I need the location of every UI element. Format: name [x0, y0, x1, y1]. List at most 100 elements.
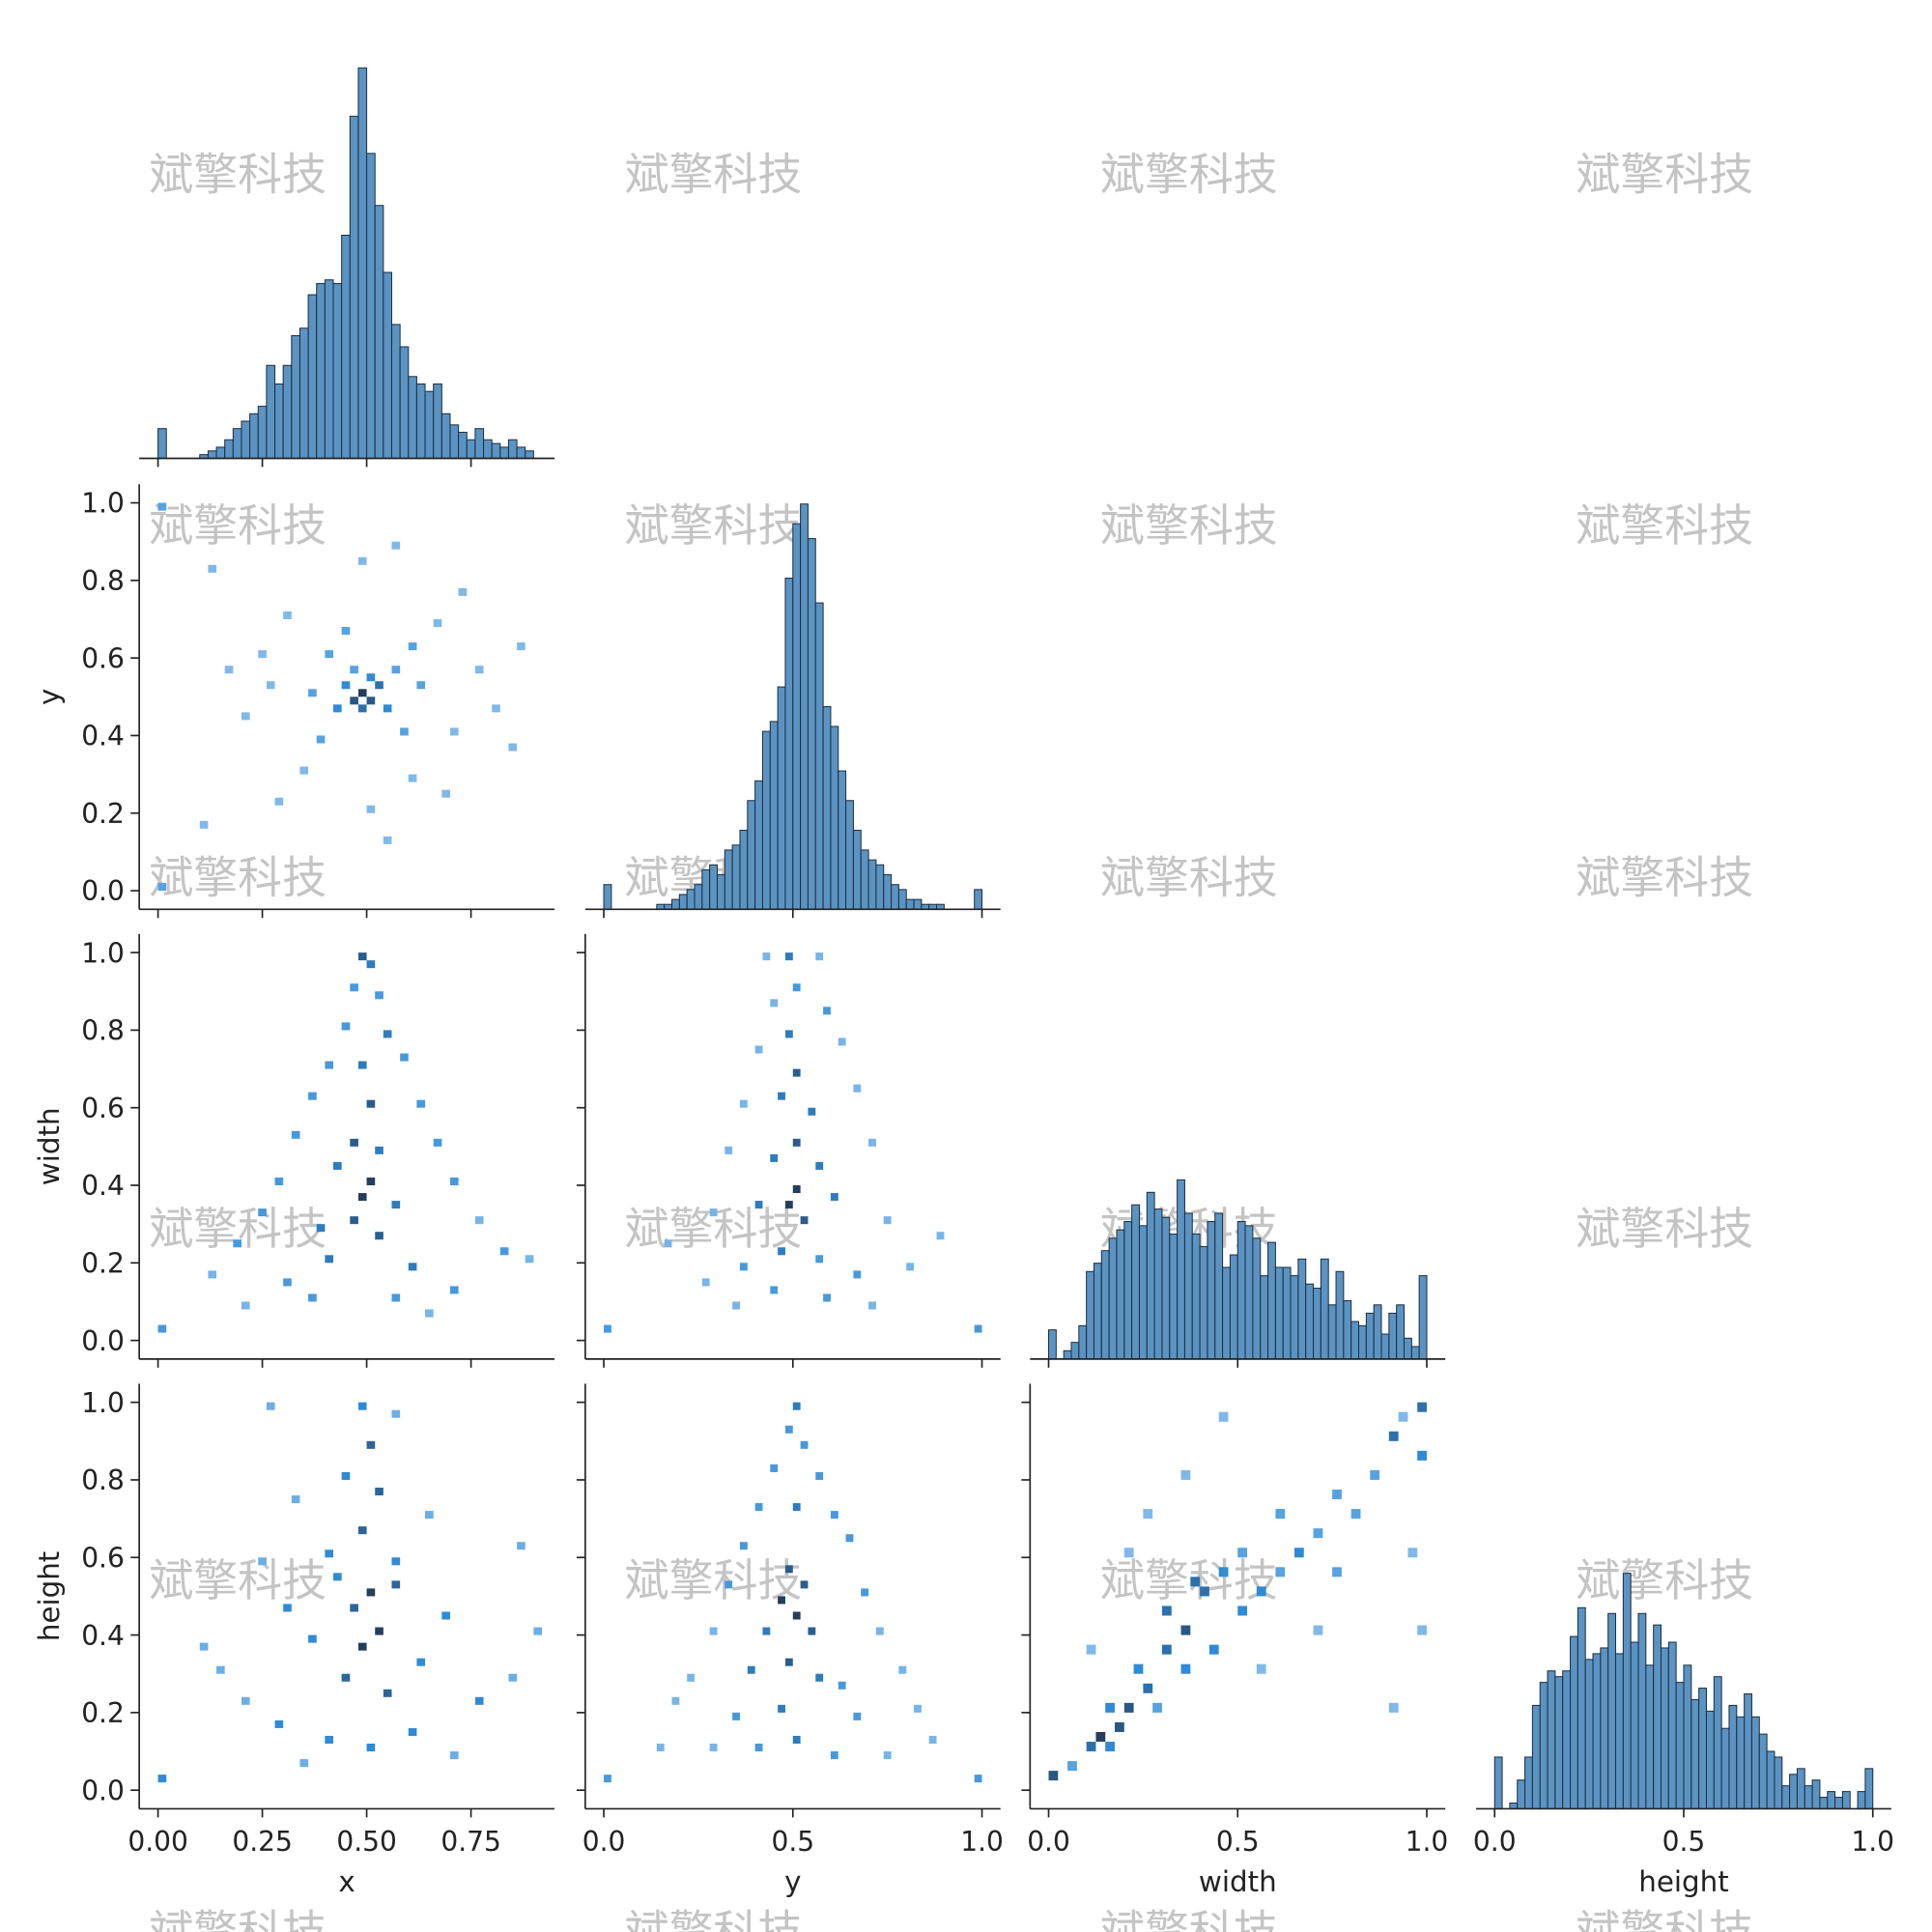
hist-bar	[1493, 1756, 1503, 1809]
heat-cell	[838, 1681, 846, 1690]
heat-cell	[400, 1053, 409, 1062]
hist-bar	[1403, 1337, 1412, 1360]
hist-bar	[1199, 1245, 1208, 1360]
hist-bar	[383, 271, 393, 459]
heat-cell	[533, 1627, 543, 1635]
hist-bar	[257, 406, 268, 459]
hist-bar	[724, 849, 733, 910]
hist-bar	[1705, 1710, 1715, 1809]
hist-bar	[1123, 1221, 1133, 1360]
heat-cell	[291, 1130, 300, 1139]
hist-bar	[232, 428, 242, 460]
heat-cell	[883, 1216, 892, 1225]
heat-cell	[274, 797, 284, 806]
heat-cell	[391, 1557, 401, 1566]
hist-bar	[1819, 1797, 1829, 1809]
hist-bar	[307, 294, 318, 459]
heat-cell	[739, 1099, 748, 1108]
heat-cell	[1105, 1702, 1116, 1713]
hist-bar	[1781, 1785, 1791, 1809]
y-tick-label: 0.8	[81, 565, 125, 597]
heat-cell	[1133, 1663, 1144, 1674]
y-axis-label: y	[33, 689, 66, 705]
heat-cell	[383, 836, 392, 844]
hist-bar	[1744, 1693, 1752, 1809]
hist-bar	[1796, 1768, 1805, 1809]
y-tick-label: 0.8	[81, 1464, 125, 1496]
heat-cell	[604, 1324, 611, 1333]
hist-bar	[913, 898, 923, 910]
heat-cell	[1115, 1721, 1124, 1732]
heat-cell	[1417, 1450, 1427, 1461]
hist-bar	[1554, 1676, 1564, 1809]
heat-cell	[1086, 1741, 1096, 1752]
watermark: 斌擎科技	[1100, 1554, 1278, 1606]
hist-bar	[357, 67, 368, 459]
hist-bar	[1690, 1698, 1700, 1809]
y-tick-label: 0.2	[81, 1248, 125, 1280]
x-tick-label: 0.50	[336, 1826, 396, 1858]
watermark: 斌擎科技	[625, 1554, 803, 1606]
y-tick-label: 0.2	[81, 798, 125, 830]
watermark: 斌擎科技	[625, 499, 803, 552]
watermark: 斌擎科技	[1100, 852, 1278, 904]
heat-cell	[283, 611, 292, 619]
heat-cell	[449, 1751, 459, 1760]
heat-cell	[474, 1216, 484, 1225]
heat-cell	[375, 1488, 384, 1496]
watermark: 斌擎科技	[149, 1905, 327, 1932]
heat-cell	[157, 502, 167, 511]
hist-bar	[1660, 1647, 1669, 1809]
heat-cell	[383, 1030, 392, 1038]
heat-cell	[241, 1696, 250, 1705]
watermark: 斌擎科技	[1576, 852, 1753, 904]
heat-cell	[325, 1549, 334, 1558]
heat-cell	[325, 1255, 334, 1264]
heat-cell	[1200, 1586, 1209, 1597]
hist-bar	[709, 864, 719, 910]
hist-bar	[266, 364, 276, 459]
hist-bar	[1070, 1342, 1080, 1360]
hist-bar	[731, 844, 741, 910]
hist-bar	[1615, 1653, 1624, 1809]
heat-cell	[974, 1775, 982, 1783]
hist-bar	[1146, 1191, 1155, 1360]
heat-cell	[408, 1727, 417, 1736]
hist-bar	[678, 894, 688, 910]
heat-cell	[341, 1673, 351, 1682]
hist-bar	[1630, 1641, 1639, 1809]
hist-bar	[1229, 1254, 1238, 1360]
hist-bar	[1524, 1756, 1533, 1809]
x-tick-label: 0.75	[440, 1826, 500, 1858]
y-tick-label: 0.0	[81, 1325, 125, 1357]
heat-cell	[333, 1161, 342, 1170]
heat-cell	[604, 1775, 611, 1783]
y-tick-label: 0.6	[81, 1093, 125, 1124]
watermark: 斌擎科技	[1100, 148, 1278, 200]
hist-bar	[807, 538, 816, 910]
heat-cell	[308, 1634, 317, 1643]
heat-cell	[333, 1573, 342, 1581]
heat-cell	[375, 681, 384, 690]
heat-cell	[274, 1719, 284, 1728]
hist-bar	[399, 346, 410, 460]
watermark: 斌擎科技	[149, 852, 327, 904]
hist-bar	[800, 503, 809, 910]
hist-bar	[1675, 1682, 1685, 1809]
heat-cell	[784, 952, 793, 961]
heat-cell	[357, 1193, 367, 1202]
hist-bar	[1274, 1266, 1284, 1360]
heat-cell	[762, 952, 771, 961]
hist-bar	[474, 428, 485, 460]
heat-cell	[1180, 1469, 1191, 1480]
hist-bar	[1834, 1797, 1843, 1809]
heat-cell	[357, 1526, 367, 1535]
y-tick-label: 0.0	[81, 1775, 125, 1806]
hist-bar	[1562, 1670, 1572, 1809]
heat-cell	[1123, 1548, 1134, 1558]
heat-cell	[366, 673, 376, 682]
heat-cell	[784, 1030, 793, 1038]
hist-bar	[1547, 1670, 1556, 1809]
heat-cell	[974, 1324, 982, 1333]
heat-cell	[936, 1232, 945, 1240]
